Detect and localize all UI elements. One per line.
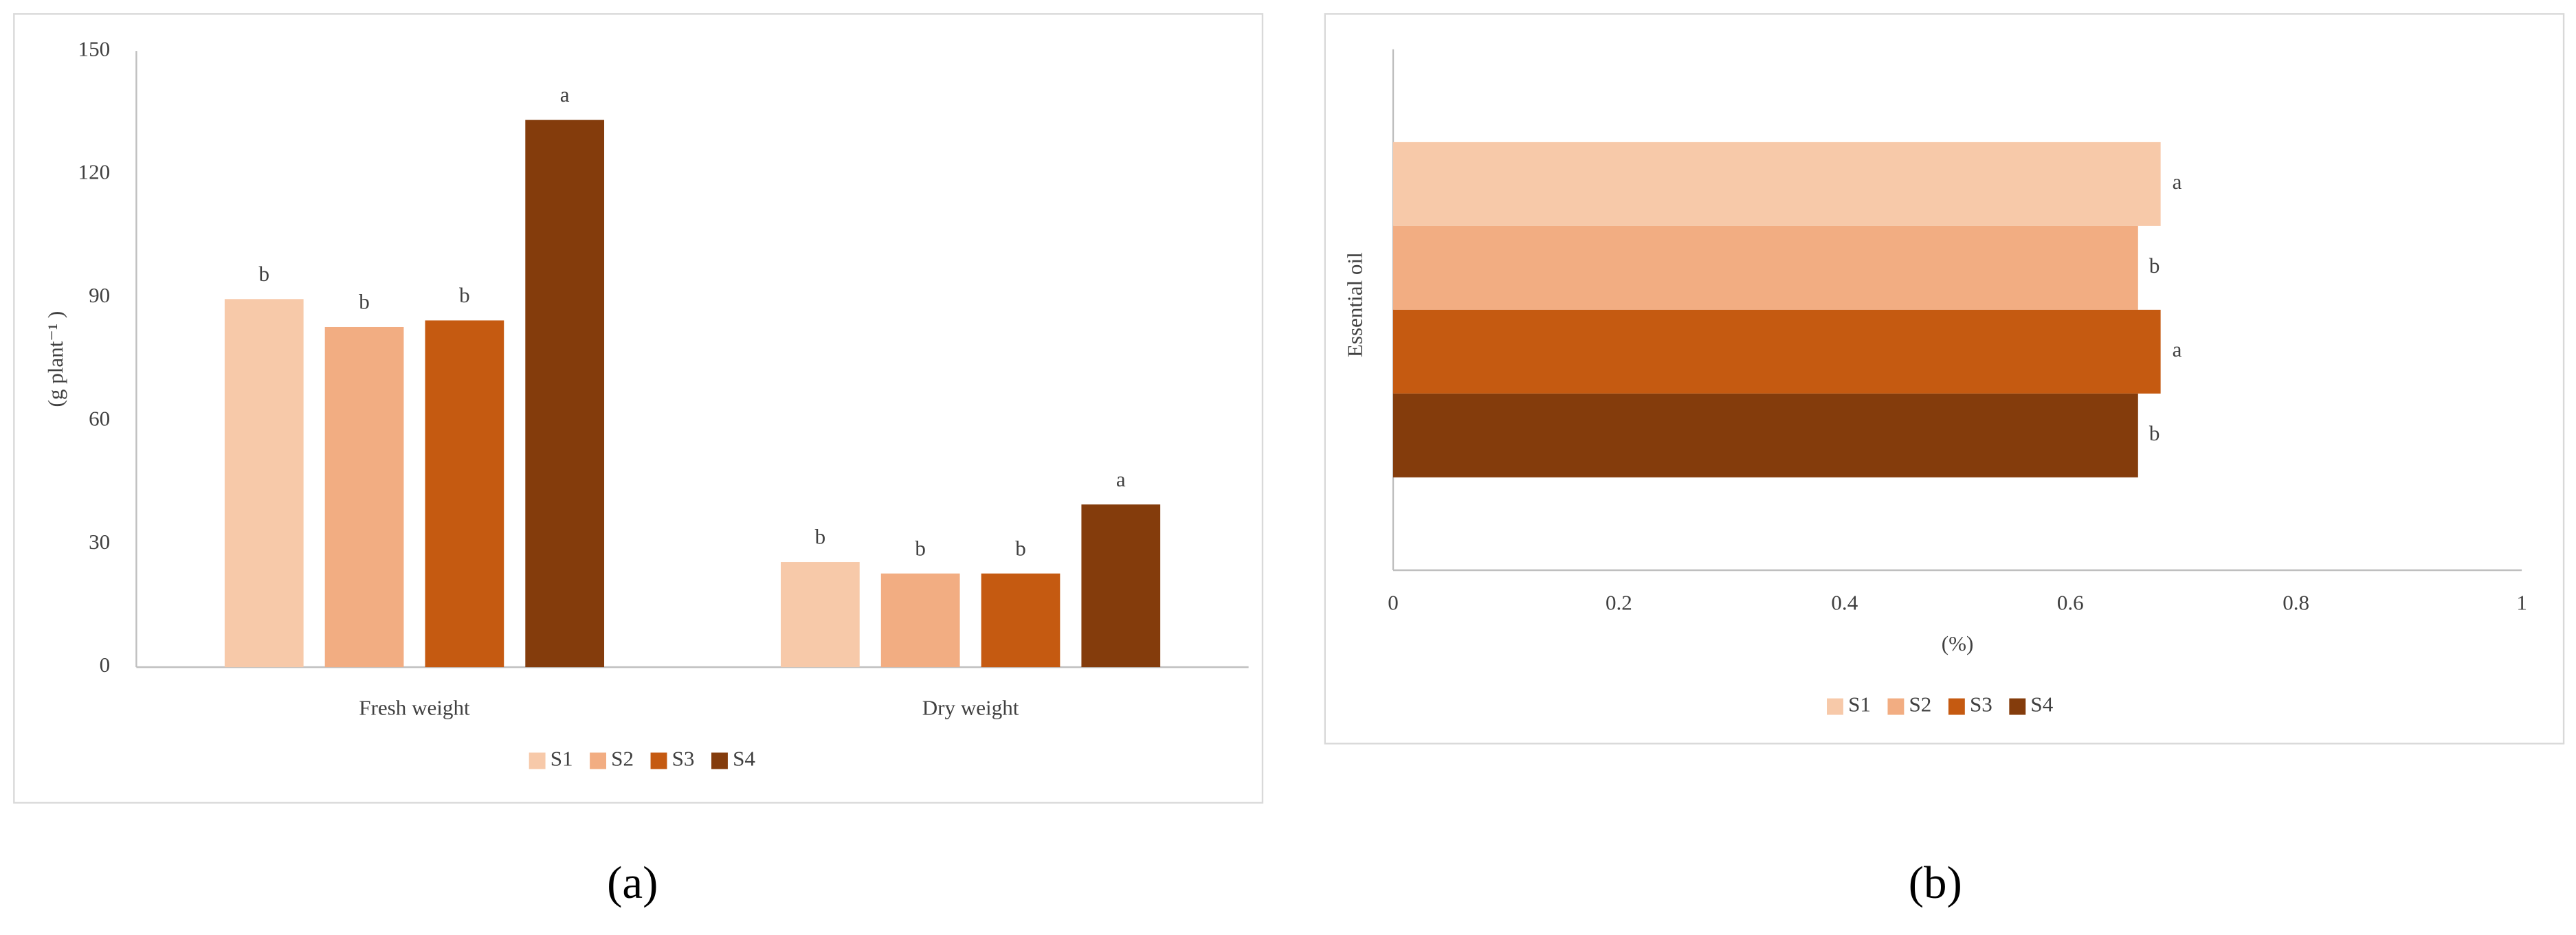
legend-swatch	[1948, 698, 1965, 715]
y-tick-label: 150	[78, 36, 111, 60]
significance-letter: b	[1015, 536, 1026, 560]
legend-swatch	[590, 752, 607, 769]
y-axis-title: (g plant⁻¹ )	[43, 311, 67, 407]
y-tick-label: 0	[100, 653, 111, 677]
bar	[1392, 142, 2161, 226]
legend-label: S3	[672, 747, 695, 771]
panel-caption: (a)	[607, 857, 658, 908]
bar	[425, 320, 504, 668]
legend-label: S4	[733, 747, 755, 771]
significance-letter: a	[560, 82, 570, 106]
legend-label: S1	[551, 747, 573, 771]
significance-letter: b	[359, 290, 370, 314]
bar	[1081, 504, 1161, 668]
x-tick-label: 0.8	[2283, 590, 2309, 614]
significance-letter: b	[2149, 421, 2160, 445]
bar	[981, 573, 1061, 668]
significance-letter: b	[815, 525, 826, 549]
legend-swatch	[711, 752, 728, 769]
significance-letter: b	[459, 283, 470, 307]
x-tick-label: Dry weight	[922, 695, 1019, 719]
legend-label: S2	[611, 747, 634, 771]
significance-letter: b	[915, 536, 926, 560]
bar	[224, 299, 304, 668]
bar	[324, 326, 404, 668]
legend-label: S1	[1848, 692, 1871, 717]
x-tick-label: 0	[1388, 590, 1399, 614]
legend-label: S4	[2030, 692, 2053, 717]
x-tick-label: 0.2	[1606, 590, 1632, 614]
x-tick-label: 1	[2516, 590, 2527, 614]
significance-letter: a	[2173, 170, 2182, 194]
legend-swatch	[650, 752, 667, 769]
y-tick-label: 90	[89, 283, 110, 307]
bar	[525, 120, 605, 668]
panel-frame	[13, 13, 1264, 804]
bar	[880, 573, 960, 668]
bar	[1392, 309, 2161, 394]
bar	[1392, 225, 2138, 310]
panel-frame	[1324, 13, 2565, 745]
significance-letter: a	[1116, 467, 1126, 491]
panel-caption: (b)	[1909, 857, 1962, 908]
legend-swatch	[2009, 698, 2026, 715]
significance-letter: a	[2173, 337, 2182, 361]
bar	[1392, 393, 2138, 477]
x-tick-label: 0.4	[1831, 590, 1858, 614]
x-tick-label: Fresh weight	[359, 695, 470, 719]
y-tick-label: Essential oil	[1343, 252, 1367, 357]
y-tick-label: 120	[78, 160, 111, 184]
x-tick-label: 0.6	[2057, 590, 2084, 614]
significance-letter: b	[2149, 254, 2160, 278]
legend-swatch	[1827, 698, 1843, 715]
legend-label: S3	[1970, 692, 1992, 717]
legend-label: S2	[1909, 692, 1932, 717]
x-axis-title: (%)	[1942, 631, 1974, 655]
y-tick-label: 30	[89, 530, 110, 554]
legend-swatch	[529, 752, 546, 769]
y-tick-label: 60	[89, 406, 110, 430]
bar	[780, 562, 860, 668]
significance-letter: b	[258, 262, 269, 286]
legend-swatch	[1887, 698, 1905, 715]
